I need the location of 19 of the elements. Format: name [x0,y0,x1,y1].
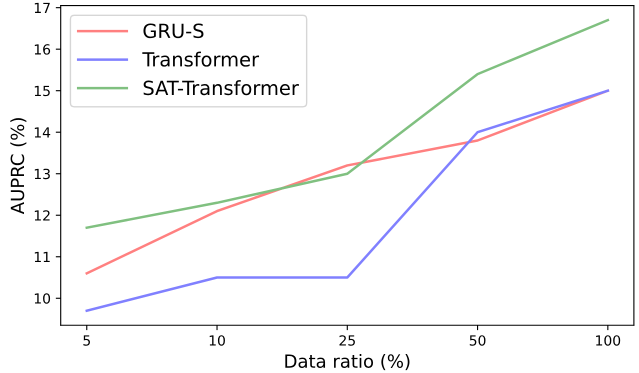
x-axis-title: Data ratio (%) [285,354,410,370]
y-tick-label: 12 [34,210,50,221]
x-tick-label: 50 [470,335,486,346]
legend-label: Transformer [142,52,260,67]
y-tick-label: 10 [34,293,50,304]
y-tick-label: 11 [34,252,50,262]
x-tick-label: 100 [596,335,620,346]
legend-label: GRU-S [143,23,204,38]
y-tick-label: 16 [34,44,50,55]
y-tick-label: 14 [34,127,50,138]
legend-label: SAT-Transformer [144,80,299,96]
line-series [86,18,610,229]
x-tick-label: 25 [339,335,355,346]
y-tick-label: 15 [34,86,50,96]
y-axis-title: AUPRC (%) [10,118,26,214]
y-tick-label: 17 [34,2,50,13]
y-tick-label: 13 [34,168,50,180]
x-tick-label: 5 [83,335,90,346]
x-tick-label: 10 [210,335,225,346]
